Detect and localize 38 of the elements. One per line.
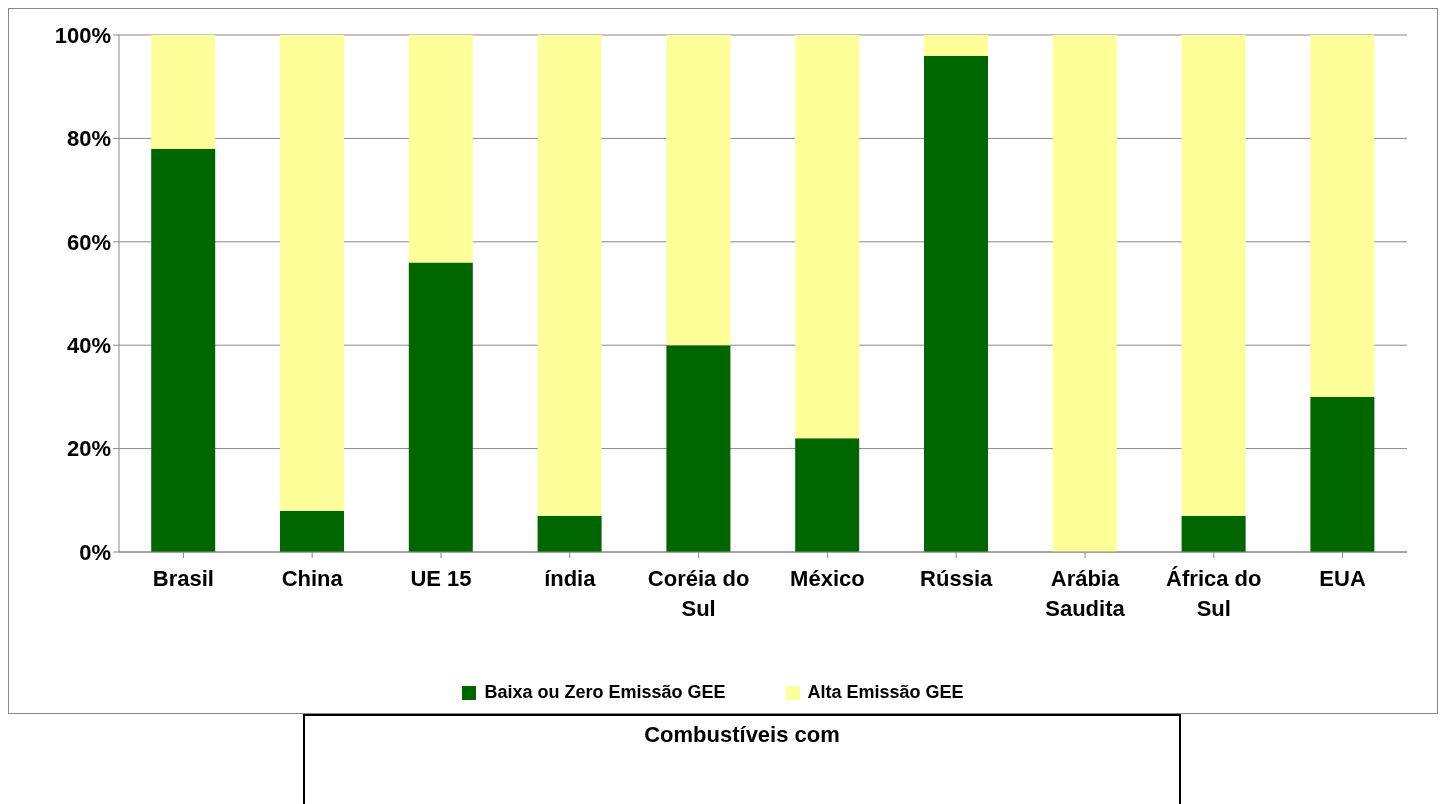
x-tick-label: Arábia Saudita <box>1045 566 1126 621</box>
y-tick-label: 100% <box>54 22 111 48</box>
bar <box>795 438 860 552</box>
x-tick-label: UE 15 <box>410 566 472 591</box>
bar <box>408 262 473 552</box>
bar <box>408 35 473 263</box>
bar <box>1310 35 1375 397</box>
bar <box>1181 35 1246 516</box>
bar <box>1310 396 1375 552</box>
x-tick-label: Brasil <box>152 566 214 591</box>
bar <box>1052 35 1117 552</box>
x-tick-label: México <box>790 566 865 591</box>
x-tick-label: China <box>281 566 344 591</box>
bar <box>537 35 602 516</box>
x-tick-label: Coréia do Sul <box>647 566 750 621</box>
y-tick-label: 40% <box>66 333 111 359</box>
bar <box>666 35 731 346</box>
legend-label: Alta Emissão GEE <box>807 682 964 703</box>
x-tick-label: Rússia <box>920 566 994 591</box>
bar <box>537 515 602 552</box>
bar <box>1181 515 1246 552</box>
bar <box>151 35 216 149</box>
bar <box>666 345 731 552</box>
x-tick-label: índia <box>544 566 597 591</box>
bar <box>280 510 344 552</box>
y-tick-label: 80% <box>66 126 111 152</box>
bar <box>924 55 988 552</box>
x-tick-label: EUA <box>1319 566 1366 591</box>
x-tick-label: África do Sul <box>1166 566 1262 621</box>
legend-label: Baixa ou Zero Emissão GEE <box>484 682 726 703</box>
y-tick-label: 20% <box>66 436 111 462</box>
bar <box>151 148 216 552</box>
text-box: Combustíveis com <box>303 714 1181 804</box>
bar <box>795 35 860 439</box>
y-tick-label: 60% <box>66 229 111 255</box>
bar <box>280 35 344 511</box>
y-tick-label: 0% <box>79 539 111 565</box>
bar <box>924 35 988 56</box>
